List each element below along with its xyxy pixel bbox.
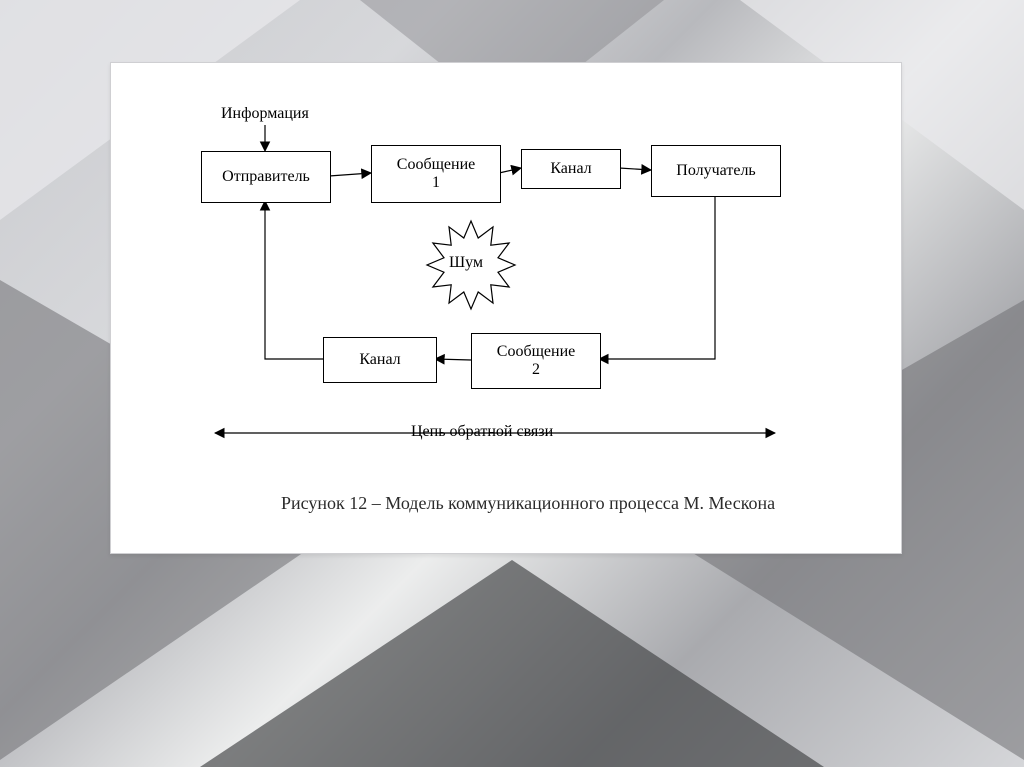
node-channel2: Канал <box>323 337 437 383</box>
edges-svg <box>111 63 901 553</box>
edge-channel1-receiver <box>619 168 651 170</box>
node-channel1: Канал <box>521 149 621 189</box>
diagram-card: Отправитель Сообщение 1 Канал Получатель Кан… <box>110 62 902 554</box>
node-msg2: Сообщение 2 <box>471 333 601 389</box>
edge-receiver-msg2 <box>599 195 715 359</box>
edge-msg2-channel2 <box>435 359 471 360</box>
node-msg1: Сообщение 1 <box>371 145 501 203</box>
noise-label: Шум <box>449 254 483 272</box>
edge-msg1-channel1 <box>499 168 521 173</box>
edge-channel2-sender <box>265 201 323 359</box>
feedback-label: Цепь обратной связи <box>411 423 553 441</box>
node-sender: Отправитель <box>201 151 331 203</box>
edge-sender-msg1 <box>329 173 371 176</box>
node-receiver: Получатель <box>651 145 781 197</box>
diagram: Отправитель Сообщение 1 Канал Получатель Кан… <box>111 63 901 553</box>
caption: Рисунок 12 – Модель коммуникационного пр… <box>281 493 775 514</box>
info-label: Информация <box>221 105 309 123</box>
